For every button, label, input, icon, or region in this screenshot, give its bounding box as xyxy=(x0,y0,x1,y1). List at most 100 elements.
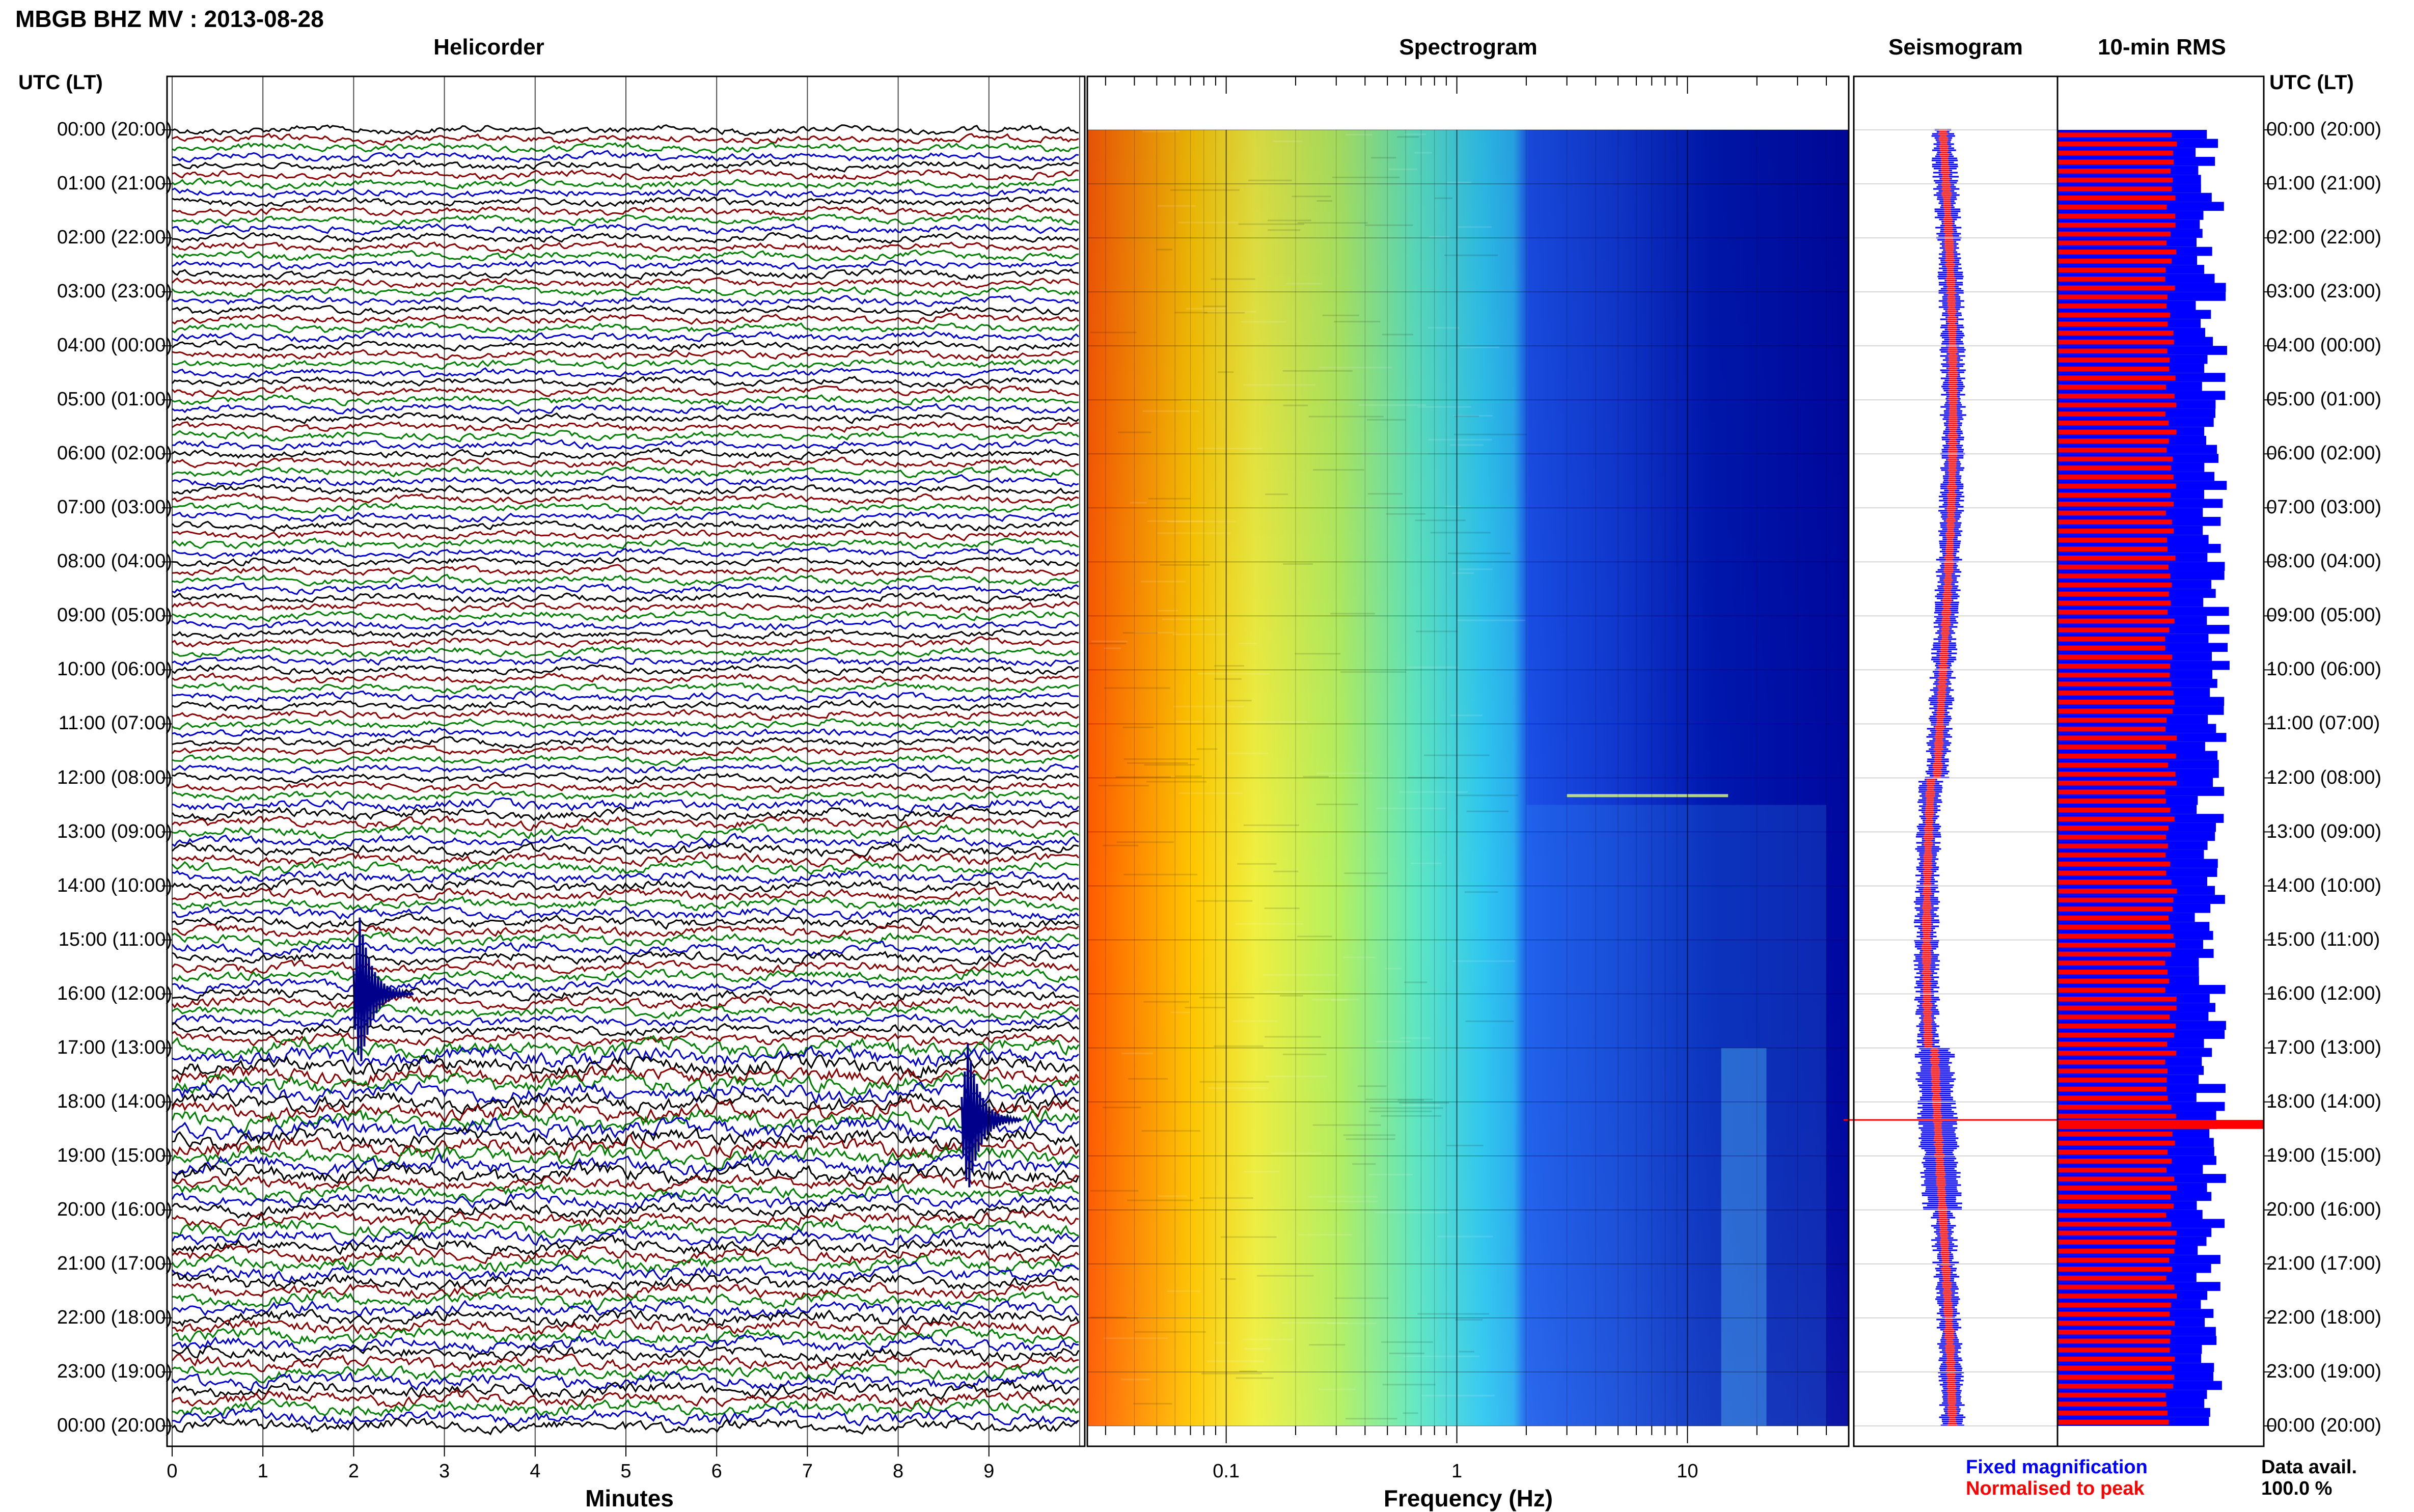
rms-bar-normalised xyxy=(2058,691,2174,696)
x-axis-ticks xyxy=(172,1446,990,1456)
spectrogram-speckle xyxy=(1283,404,1308,406)
rms-bar-normalised xyxy=(2058,223,2176,228)
spectrogram-speckle xyxy=(1202,1316,1262,1318)
time-label-right: 00:00 (20:00) xyxy=(2266,1415,2382,1436)
spectrogram-speckle xyxy=(1264,907,1300,909)
spectrogram-speckle xyxy=(1403,1355,1479,1357)
spectrogram-speckle xyxy=(1283,563,1313,565)
time-label-left: 21:00 (17:00) xyxy=(57,1252,172,1274)
rms-bar-normalised xyxy=(2058,1294,2177,1299)
spectrogram-speckle xyxy=(1298,1234,1352,1236)
rms-bar-normalised xyxy=(2058,492,2171,498)
spectrogram-speckle xyxy=(1214,678,1242,680)
spectrogram-speckle xyxy=(1297,222,1368,224)
spectrogram-speckle xyxy=(1143,1001,1189,1003)
spectrogram-speckle xyxy=(1208,1087,1268,1089)
time-label-right: 20:00 (16:00) xyxy=(2266,1198,2382,1220)
time-label-left: 06:00 (02:00) xyxy=(57,443,172,464)
rms-bar-normalised xyxy=(2058,447,2167,453)
spectrogram-speckle xyxy=(1319,367,1392,369)
spectrogram-speckle xyxy=(1389,1353,1424,1355)
rms-bar-normalised xyxy=(2058,231,2171,237)
time-label-right: 04:00 (00:00) xyxy=(2266,335,2382,356)
rms-bar-normalised xyxy=(2058,277,2165,282)
spectrogram-speckle xyxy=(1404,981,1428,983)
spectrogram-speckle xyxy=(1359,404,1427,406)
data-avail-label: Data avail. xyxy=(2261,1456,2357,1478)
spectrogram-speckle xyxy=(1367,493,1403,495)
spectrogram-speckle xyxy=(1316,803,1358,805)
spectrogram-speckle xyxy=(1159,564,1210,566)
spectrogram-speckle xyxy=(1127,762,1188,764)
spectrogram-speckle xyxy=(1447,553,1511,555)
rms-bar-normalised xyxy=(2058,1383,2173,1389)
spectrogram-speckle xyxy=(1245,1348,1271,1350)
frequency-tick-label: 1 xyxy=(1451,1461,1463,1482)
time-label-left: 09:00 (05:00) xyxy=(57,604,172,626)
rms-bar-normalised xyxy=(2058,627,2170,633)
spectrogram-speckle xyxy=(1104,687,1170,689)
spectrogram-speckle xyxy=(1175,775,1202,777)
spectrogram-speckle xyxy=(1214,665,1244,667)
spectrogram-speckle xyxy=(1142,410,1200,412)
utc-lt-left-label: UTC (LT) xyxy=(18,71,103,94)
spectrogram-speckle xyxy=(1175,721,1202,723)
rms-bar-normalised xyxy=(2058,510,2166,516)
spectrogram-speckle xyxy=(1162,618,1215,620)
rms-bar-normalised xyxy=(2058,591,2169,597)
spectrogram-speckle xyxy=(1179,792,1243,794)
spectrogram-speckle xyxy=(1220,1278,1236,1280)
spectrogram-speckle xyxy=(1264,1036,1321,1038)
time-label-right: 11:00 (07:00) xyxy=(2266,712,2380,734)
spectrogram-speckle xyxy=(1158,610,1178,612)
minutes-tick-label: 2 xyxy=(348,1461,359,1482)
spectrogram-speckle xyxy=(1295,653,1341,655)
time-label-left: 18:00 (14:00) xyxy=(57,1090,172,1112)
rms-bar-normalised xyxy=(2058,879,2172,885)
spectrogram-speckle xyxy=(1446,1144,1484,1146)
rms-bar-normalised xyxy=(2058,681,2172,687)
rms-bar-normalised xyxy=(2058,1410,2168,1416)
time-label-right: 10:00 (06:00) xyxy=(2266,658,2382,680)
spectrogram-speckle xyxy=(1376,1040,1411,1042)
spectrogram-speckle xyxy=(1357,1085,1387,1087)
spectrogram-speckle xyxy=(1127,1199,1194,1201)
rms-bar-normalised xyxy=(2058,987,2165,993)
rms-bar-normalised xyxy=(2058,420,2169,426)
spectrogram-speckle xyxy=(1235,923,1304,925)
spectrogram-speckle xyxy=(1197,673,1270,675)
rms-bar-normalised xyxy=(2058,1419,2169,1425)
rms-bar-normalised xyxy=(2058,177,2173,183)
spectrogram-speckle xyxy=(1408,777,1445,779)
rms-bar-normalised xyxy=(2058,1329,2171,1335)
spectrogram-speckle xyxy=(1381,1341,1433,1343)
spectrogram-speckle xyxy=(1327,1323,1377,1325)
time-label-left: 23:00 (19:00) xyxy=(57,1360,172,1382)
spectrogram-speckle xyxy=(1133,1403,1172,1405)
rms-bar-normalised xyxy=(2058,826,2169,831)
spectrogram-speckle xyxy=(1322,314,1359,316)
spectrogram-speckle xyxy=(1170,189,1240,191)
rms-bar-normalised xyxy=(2058,1365,2172,1371)
legend-normalised-to-peak: Normalised to peak xyxy=(1966,1478,2145,1499)
spectrogram-speckle xyxy=(1416,630,1458,633)
spectrogram-speckle xyxy=(1454,433,1527,435)
time-label-left: 17:00 (13:00) xyxy=(57,1036,172,1058)
spectrogram-speckle xyxy=(1366,419,1406,421)
rms-bar-normalised xyxy=(2058,304,2166,309)
spectrogram-speckle xyxy=(1103,844,1139,846)
time-label-left: 15:00 (11:00) xyxy=(58,928,172,950)
spectrogram-speckle xyxy=(1202,306,1226,308)
rms-bar-normalised xyxy=(2058,1095,2168,1101)
spectrogram-speckle xyxy=(1459,1351,1474,1353)
spectrogram-speckle xyxy=(1286,283,1323,285)
rms-bar-normalised xyxy=(2058,1176,2174,1182)
spectrogram-speckle xyxy=(1104,647,1121,649)
spectrogram-speckle xyxy=(1345,1418,1397,1420)
spectrogram-speckle xyxy=(1186,308,1228,310)
spectrogram-speckle xyxy=(1089,643,1127,645)
time-label-right: 21:00 (17:00) xyxy=(2266,1252,2382,1274)
rms-bar-normalised xyxy=(2058,906,2173,912)
spectrogram-speckle xyxy=(1464,891,1498,893)
rms-bar-normalised xyxy=(2058,438,2169,444)
